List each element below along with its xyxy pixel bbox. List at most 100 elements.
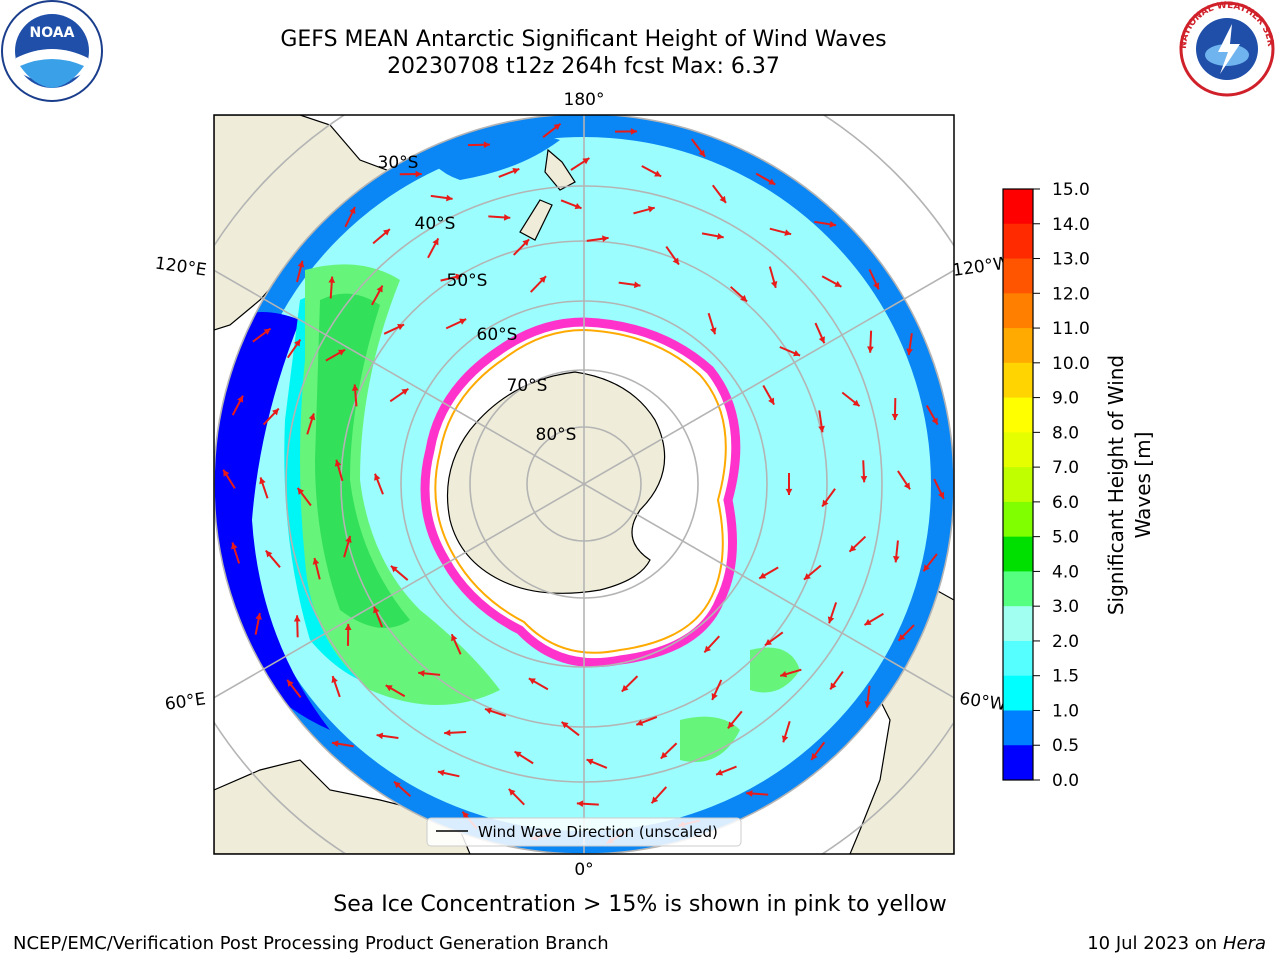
lat-label-50s: 50°S [447,271,488,291]
wind-wave-arrow-head [768,178,776,185]
wind-wave-arrow-head [830,682,837,690]
colorbar-tick-label: 1.5 [1052,667,1079,687]
wind-wave-arrow-head [740,294,748,302]
wind-wave-arrow-head [539,276,547,283]
wind-wave-arrow-head [437,769,445,777]
wind-wave-arrow-head [672,257,679,265]
wind-wave-arrow-head [621,684,629,692]
colorbar-frame [1002,188,1034,781]
wind-wave-arrow-head [397,324,405,331]
colorbar-tick-label: 9.0 [1052,389,1079,409]
lat-label-60s: 60°S [477,325,518,345]
lon-label-60w: 60°W [958,689,1007,715]
colorbar-tick-label: 6.0 [1052,493,1079,513]
colorbar-segment [1003,223,1033,260]
wind-wave-arrow-head [508,788,516,796]
wind-wave-arrow-head [781,735,789,743]
wind-wave-arrow-head [444,729,451,737]
wind-wave-arrow-head [503,214,511,221]
wind-wave-arrow-head [294,339,301,347]
colorbar-segment [1003,293,1033,329]
wind-wave-arrow-head [401,388,409,396]
wind-wave-arrow-head [263,328,271,335]
lon-label-60e: 60°E [164,689,207,714]
colorbar-segment [1003,640,1033,677]
wind-wave-arrow-head [630,128,638,135]
wind-wave-arrow-head [576,800,584,808]
wind-wave-arrow-head [822,499,829,507]
colorbar-segment [1003,606,1033,642]
wind-wave-arrow-head [349,206,356,214]
wind-wave-arrow-head [770,280,778,288]
wind-wave-arrow-head [514,751,522,758]
wind-wave-arrow-head [446,194,453,202]
wind-wave-arrow-head [231,542,238,550]
wind-wave-arrow-head [553,123,561,131]
wind-wave-arrow-head [432,238,439,246]
wind-wave-arrow-head [727,721,735,729]
wind-wave-arrows [222,122,945,845]
wind-wave-arrow-head [633,281,641,289]
colorbar-tick-label: 4.0 [1052,562,1079,582]
wind-wave-arrow-head [272,408,279,416]
wind-wave-arrow-head [297,487,305,495]
colorbar-segment [1003,675,1033,711]
wind-wave-arrow-head [746,790,753,797]
wind-wave-arrow-head [654,170,662,177]
wind-wave-arrow-head [931,417,938,425]
colorbar-segment [1003,432,1033,468]
wind-wave-arrow-head [237,395,244,403]
wind-wave-arrow-head [415,170,422,178]
colorbar-segment [1003,536,1033,572]
wind-wave-arrow-head [759,572,767,579]
wind-wave-arrow-head [803,573,811,580]
wind-wave-arrow-head [344,623,352,631]
wind-wave-arrow-head [383,229,390,236]
wind-wave-arrow-head [651,796,659,804]
wind-wave-arrow-head [849,545,857,552]
wind-wave-arrow-head [764,638,772,646]
title-line-1: GEFS MEAN Antarctic Significant Height o… [280,27,887,52]
wind-wave-arrow-head [259,477,266,485]
wind-wave-arrow-head [873,282,880,290]
colorbar-tick-label: 0.5 [1052,736,1079,756]
lat-label-30s: 30°S [378,153,419,173]
footer-left: NCEP/EMC/Verification Post Processing Pr… [13,933,609,954]
wind-wave-arrow-head [462,811,470,819]
wind-wave-arrow-head [829,220,837,228]
colorbar-segment [1003,189,1033,225]
wind-wave-arrow-head [785,488,793,495]
wind-wave-arrow-head [312,557,320,565]
colorbar-label-line2: Waves [m] [1131,432,1155,539]
wind-wave-arrow-head [334,459,342,467]
wind-wave-arrow-head [586,758,594,765]
colorbar-tick-label: 15.0 [1052,180,1090,200]
wind-wave-arrow-head [864,618,872,625]
colorbar-tick-label: 14.0 [1052,215,1090,235]
wind-wave-arrow-head [328,276,336,283]
colorbar-segment [1003,362,1033,399]
wind-wave-arrow-head [647,206,655,213]
title-line-2: 20230708 t12z 264h fcst Max: 6.37 [387,54,780,79]
wind-wave-arrow-head [337,349,345,356]
colorbar-tick-label: 8.0 [1052,423,1079,443]
wind-wave-arrow-head [717,232,724,240]
wind-wave-arrow-head [704,645,711,653]
wind-wave-arrow-head [602,235,609,243]
nws-logo: NATIONAL WEATHER SERVICE [1174,0,1275,97]
colorbar-segment [1003,328,1033,364]
wind-wave-arrow-head [297,260,305,268]
colorbar-tick-label: 5.0 [1052,528,1079,548]
wind-wave-arrow-head [223,469,230,477]
wind-wave-arrow-head [308,413,316,421]
lat-label-80s: 80°S [536,425,577,445]
legend-label: Wind Wave Direction (unscaled) [478,823,718,841]
wind-wave-arrow-head [390,565,398,573]
wind-wave-arrow-head [293,615,301,622]
colorbar-segment [1003,501,1033,538]
wind-wave-arrow-head [903,482,911,490]
wind-wave-arrow-head [255,613,262,620]
wind-wave-arrow-head [898,633,906,641]
wind-wave-arrow-head [459,318,467,325]
